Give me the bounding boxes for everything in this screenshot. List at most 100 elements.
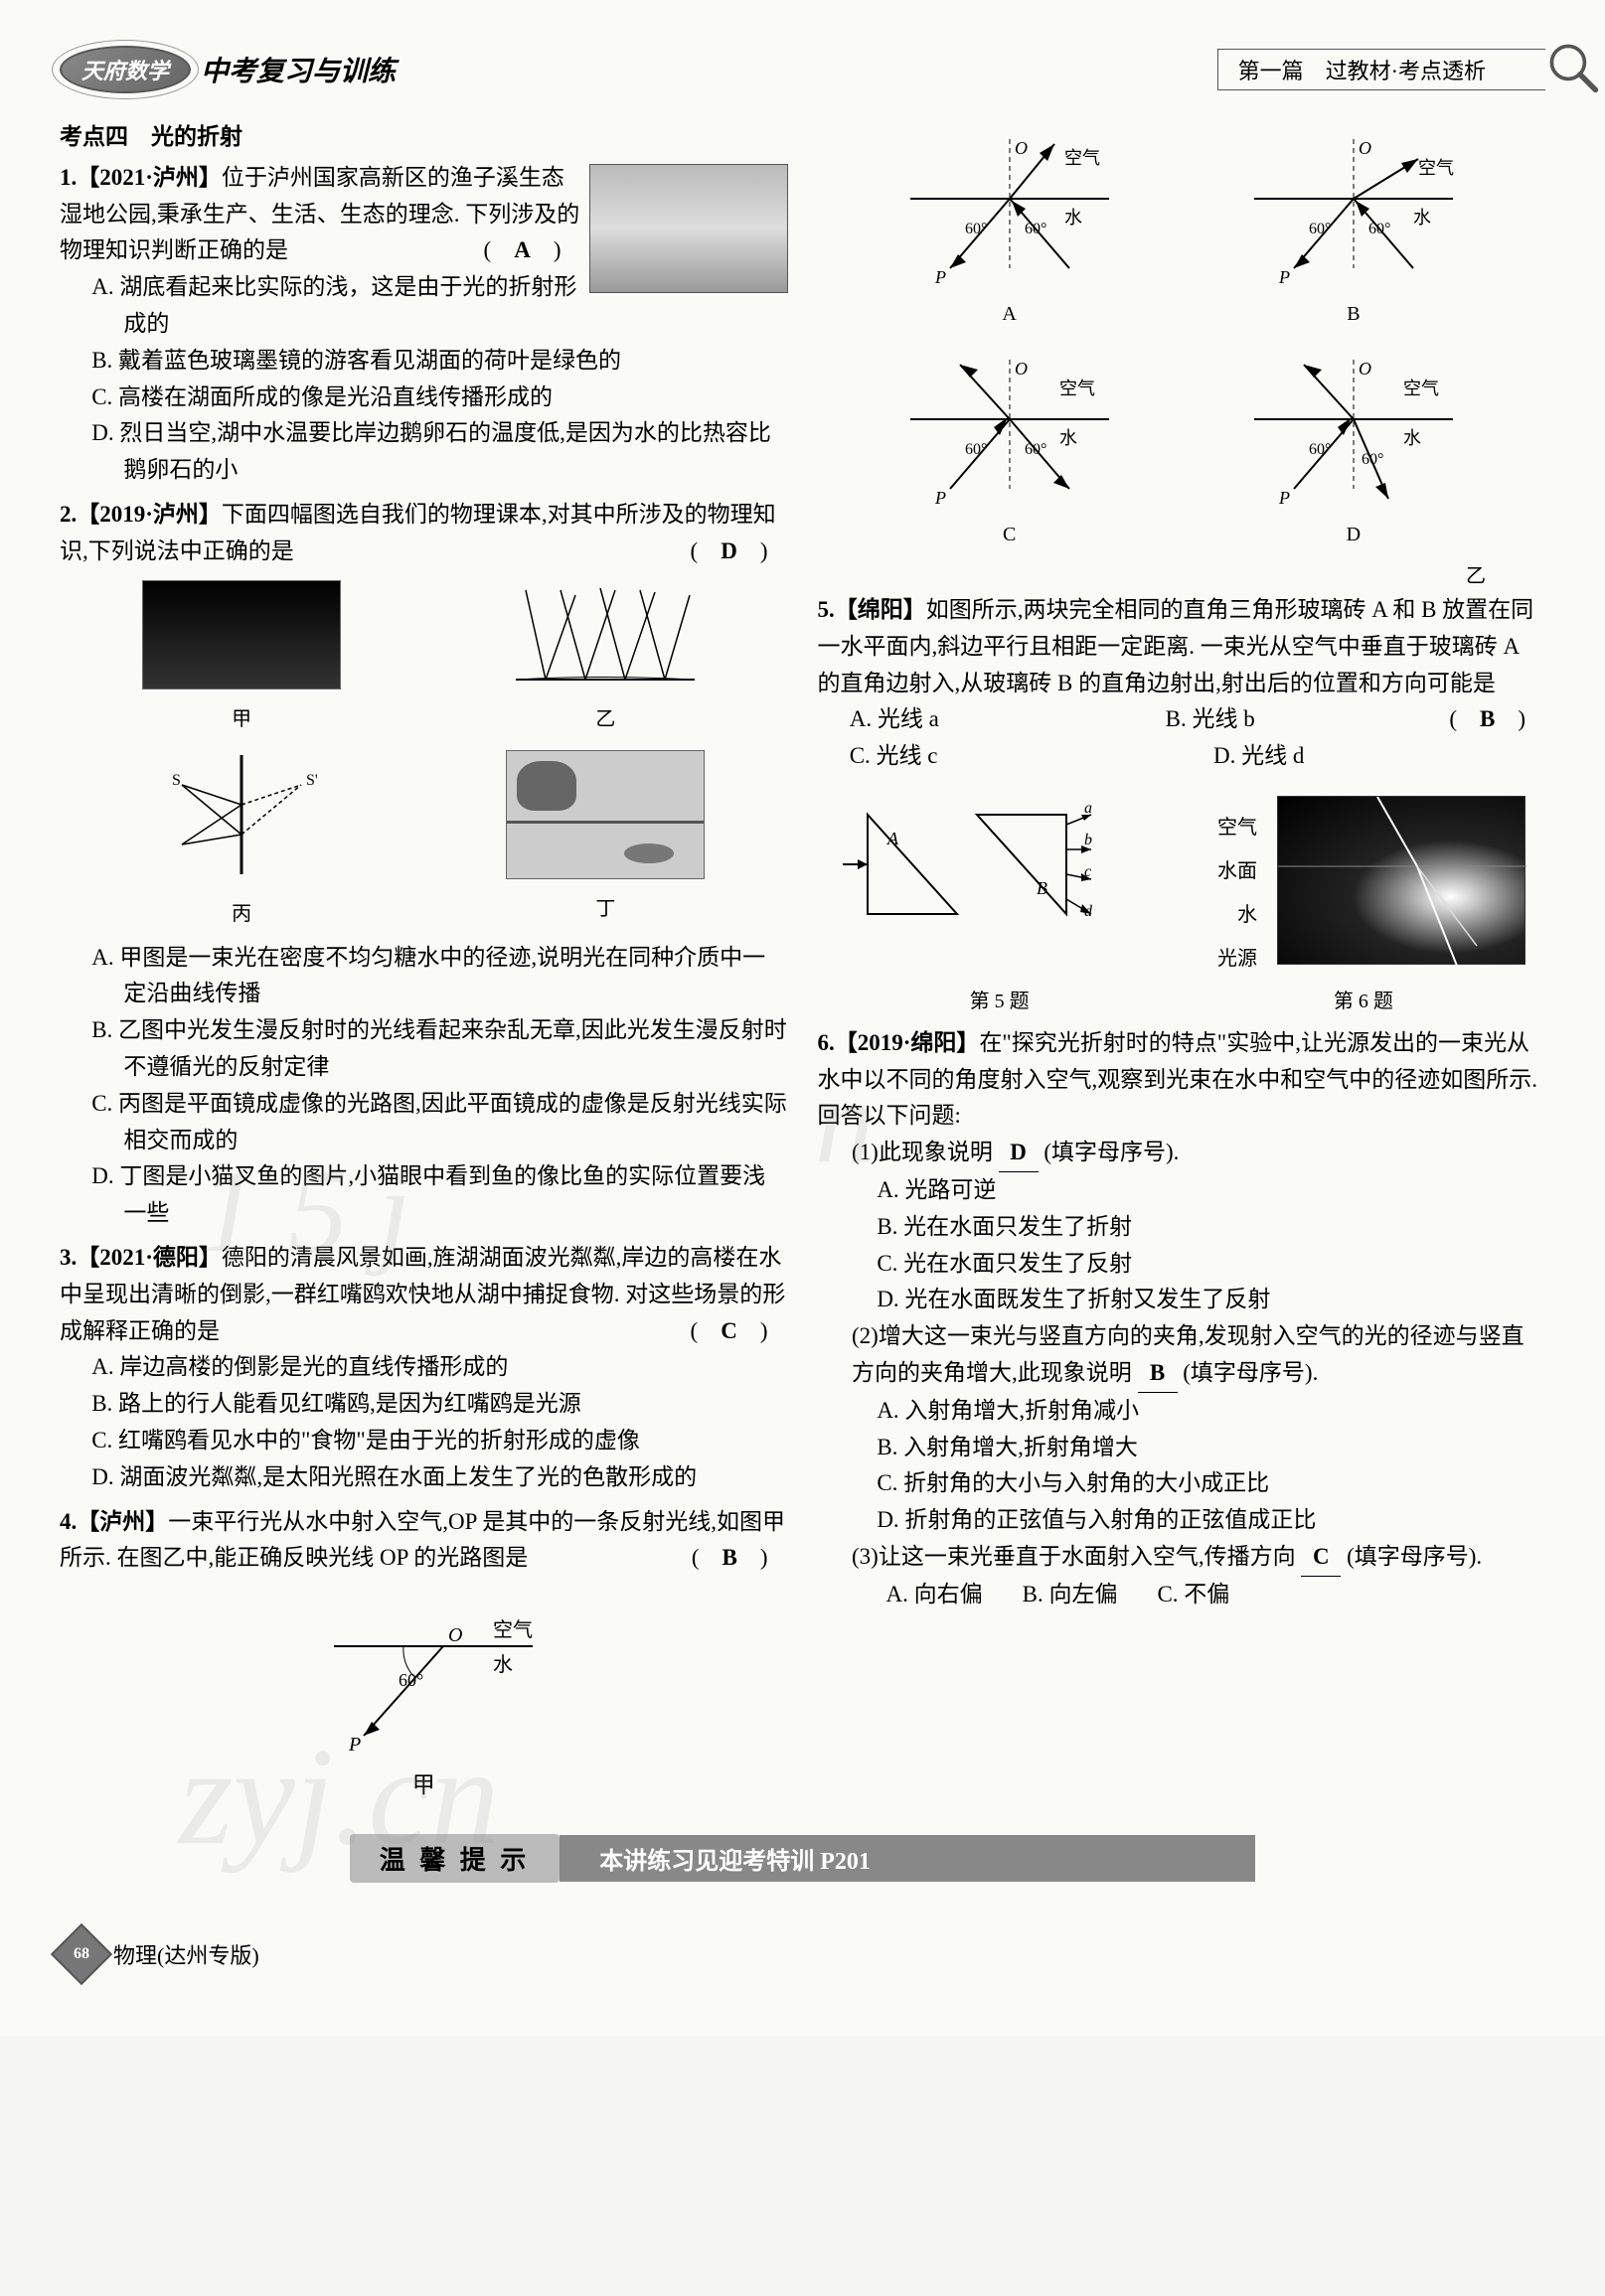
q6-p3-b: B. 向左偏 (1023, 1577, 1118, 1613)
q4-P: P (348, 1734, 361, 1756)
q2-fig-ding: 丁 (506, 750, 705, 925)
q4-label-a: A (858, 298, 1162, 330)
q1-num: 1. (60, 165, 77, 190)
q4-answer: ( B ) (692, 1540, 768, 1577)
header: 天府数学 中考复习与训练 第一篇 过教材·考点透析 (60, 40, 1545, 99)
q2-label-bing: 丙 (142, 898, 341, 930)
q6-p1-text: (1)此现象说明 (852, 1140, 993, 1164)
q5-tag: 【绵阳】 (835, 597, 926, 622)
svg-text:空气: 空气 (1418, 158, 1454, 178)
svg-text:O: O (1015, 138, 1028, 158)
svg-text:水: 水 (1059, 428, 1077, 448)
q6-tag: 【2019·绵阳】 (835, 1030, 980, 1055)
svg-text:60°: 60° (965, 221, 987, 237)
svg-text:60°: 60° (1025, 441, 1046, 458)
q6-p2-tail: (填字母序号). (1183, 1360, 1318, 1385)
q4-water: 水 (493, 1653, 513, 1676)
svg-text:空气: 空气 (1064, 148, 1100, 168)
svg-text:P: P (934, 267, 946, 287)
question-2: 2.【2019·泸州】下面四幅图选自我们的物理课本,对其中所涉及的物理知识,下列… (60, 497, 788, 1232)
tip-bar: 温 馨 提 示 本讲练习见迎考特训 P201 (60, 1834, 1545, 1883)
svg-text:60°: 60° (1025, 221, 1046, 237)
q5-opt-d: D. 光线 d (1182, 738, 1545, 775)
q2-opt-d: D. 丁图是小猫叉鱼的图片,小猫眼中看到鱼的像比鱼的实际位置要浅一些 (60, 1158, 788, 1232)
q6-p2-ans: B (1138, 1355, 1178, 1393)
q6-p1-ans: D (999, 1135, 1039, 1172)
q6-p3-tail: (填字母序号). (1347, 1544, 1482, 1569)
tip-body: 本讲练习见迎考特训 P201 (560, 1835, 1255, 1882)
q3-tag: 【2021·德阳】 (77, 1245, 222, 1270)
q2-label-jia: 甲 (142, 703, 341, 735)
svg-text:60°: 60° (1309, 441, 1331, 458)
svg-text:60°: 60° (1362, 451, 1383, 468)
q6-photo-labels: 空气 水面 水 光源 (1217, 806, 1257, 981)
q5-opt-a: A. 光线 a (818, 701, 1134, 738)
q5-diagram: A B a b c d (838, 785, 1096, 976)
question-5: 5.【绵阳】如图所示,两块完全相同的直角三角形玻璃砖 A 和 B 放置在同一水平… (818, 592, 1546, 1017)
q4-label-jia: 甲 (60, 1767, 788, 1804)
svg-text:60°: 60° (965, 441, 987, 458)
q4-diag-d: O 空气 水 60° 60° P D (1202, 350, 1506, 550)
q6-p3-text: (3)让这一束光垂直于水面射入空气,传播方向 (852, 1544, 1296, 1569)
header-left: 天府数学 中考复习与训练 (60, 46, 396, 93)
q6-p1-tail: (填字母序号). (1043, 1140, 1179, 1164)
q4-ans-letter: B (722, 1545, 736, 1570)
q2-fig-row-1: 甲 乙 (60, 580, 788, 735)
content: 考点四 光的折射 1.【2021·泸州】位于泸州国家高新区的渔子溪生态湿地公园,… (60, 119, 1545, 1814)
page: 天府数学 中考复习与训练 第一篇 过教材·考点透析 考点四 光的折射 1.【20… (0, 0, 1605, 2036)
svg-text:60°: 60° (1309, 221, 1331, 237)
caption-5: 第 5 题 (970, 986, 1030, 1017)
q2-opt-c: C. 丙图是平面镜成虚像的光路图,因此平面镜成的虚像是反射光线实际相交而成的 (60, 1086, 788, 1159)
footer-text: 物理(达州专版) (113, 1938, 259, 1970)
magnifier-icon (1545, 40, 1600, 94)
q4-air: 空气 (493, 1618, 533, 1641)
q5-ans-letter: B (1480, 706, 1495, 731)
q2-ans-letter: D (721, 538, 737, 563)
q6-p2-a: A. 入射角增大,折射角减小 (818, 1393, 1546, 1430)
svg-text:P: P (934, 488, 946, 508)
page-footer: 68 物理(达州专版) (60, 1932, 1545, 1976)
q4-label-yi: 乙 (818, 560, 1487, 592)
q5-opt-b: B. 光线 b (1133, 701, 1449, 738)
q1-opt-c: C. 高楼在湖面所成的像是光沿直线传播形成的 (60, 380, 788, 416)
q6-p3-c: C. 不偏 (1157, 1577, 1229, 1613)
q6-label-water: 水 (1217, 893, 1257, 937)
q1-opt-d: D. 烈日当空,湖中水温要比岸边鹅卵石的温度低,是因为水的比热容比鹅卵石的小 (60, 415, 788, 489)
q6-p1-a: A. 光路可逆 (818, 1172, 1546, 1209)
q6-num: 6. (818, 1030, 835, 1055)
svg-text:O: O (1359, 138, 1371, 158)
svg-text:b: b (1084, 832, 1092, 848)
q5-answer: ( B ) (1449, 701, 1525, 738)
q5-num: 5. (818, 597, 835, 622)
header-right: 第一篇 过教材·考点透析 (1217, 49, 1545, 90)
q5-q6-captions: 第 5 题 第 6 题 (818, 986, 1546, 1017)
question-6: 6.【2019·绵阳】在"探究光折射时的特点"实验中,让光源发出的一束光从水中以… (818, 1025, 1546, 1613)
q3-opt-a: A. 岸边高楼的倒影是光的直线传播形成的 (60, 1349, 788, 1386)
q6-p1-d: D. 光在水面既发生了折射又发生了反射 (818, 1282, 1546, 1318)
q3-opt-b: B. 路上的行人能看见红嘴鸥,是因为红嘴鸥是光源 (60, 1386, 788, 1423)
page-number: 68 (74, 1945, 89, 1963)
section-title: 考点四 光的折射 (60, 119, 788, 156)
q4-diagram-grid: O 空气 水 60° 60° P A (858, 129, 1507, 550)
q2-answer: ( D ) (691, 534, 768, 570)
q4-num: 4. (60, 1509, 77, 1534)
q4-label-b: B (1202, 298, 1506, 330)
logo-subtitle: 中考复习与训练 (201, 50, 396, 89)
q6-photo (1277, 796, 1525, 965)
q2-label-yi: 乙 (506, 703, 705, 735)
q6-p2-c: C. 折射角的大小与入射角的大小成正比 (818, 1465, 1546, 1502)
svg-text:B: B (1037, 878, 1047, 898)
q6-p3-ans: C (1301, 1539, 1341, 1577)
q4-diag-a: O 空气 水 60° 60° P A (858, 129, 1162, 330)
svg-text:P: P (1278, 267, 1290, 287)
page-number-badge: 68 (51, 1923, 112, 1985)
svg-text:60°: 60° (1368, 221, 1390, 237)
caption-6: 第 6 题 (1334, 986, 1393, 1017)
q6-p1-b: B. 光在水面只发生了折射 (818, 1209, 1546, 1246)
logo-main: 天府数学 (81, 59, 169, 83)
q6-p3-a: A. 向右偏 (886, 1577, 983, 1613)
q2-opt-a: A. 甲图是一束光在密度不均匀糖水中的径迹,说明光在同种介质中一定沿曲线传播 (60, 940, 788, 1013)
q4-O: O (448, 1624, 462, 1646)
svg-text:水: 水 (1413, 208, 1431, 228)
tip-label: 温 馨 提 示 (350, 1834, 561, 1883)
